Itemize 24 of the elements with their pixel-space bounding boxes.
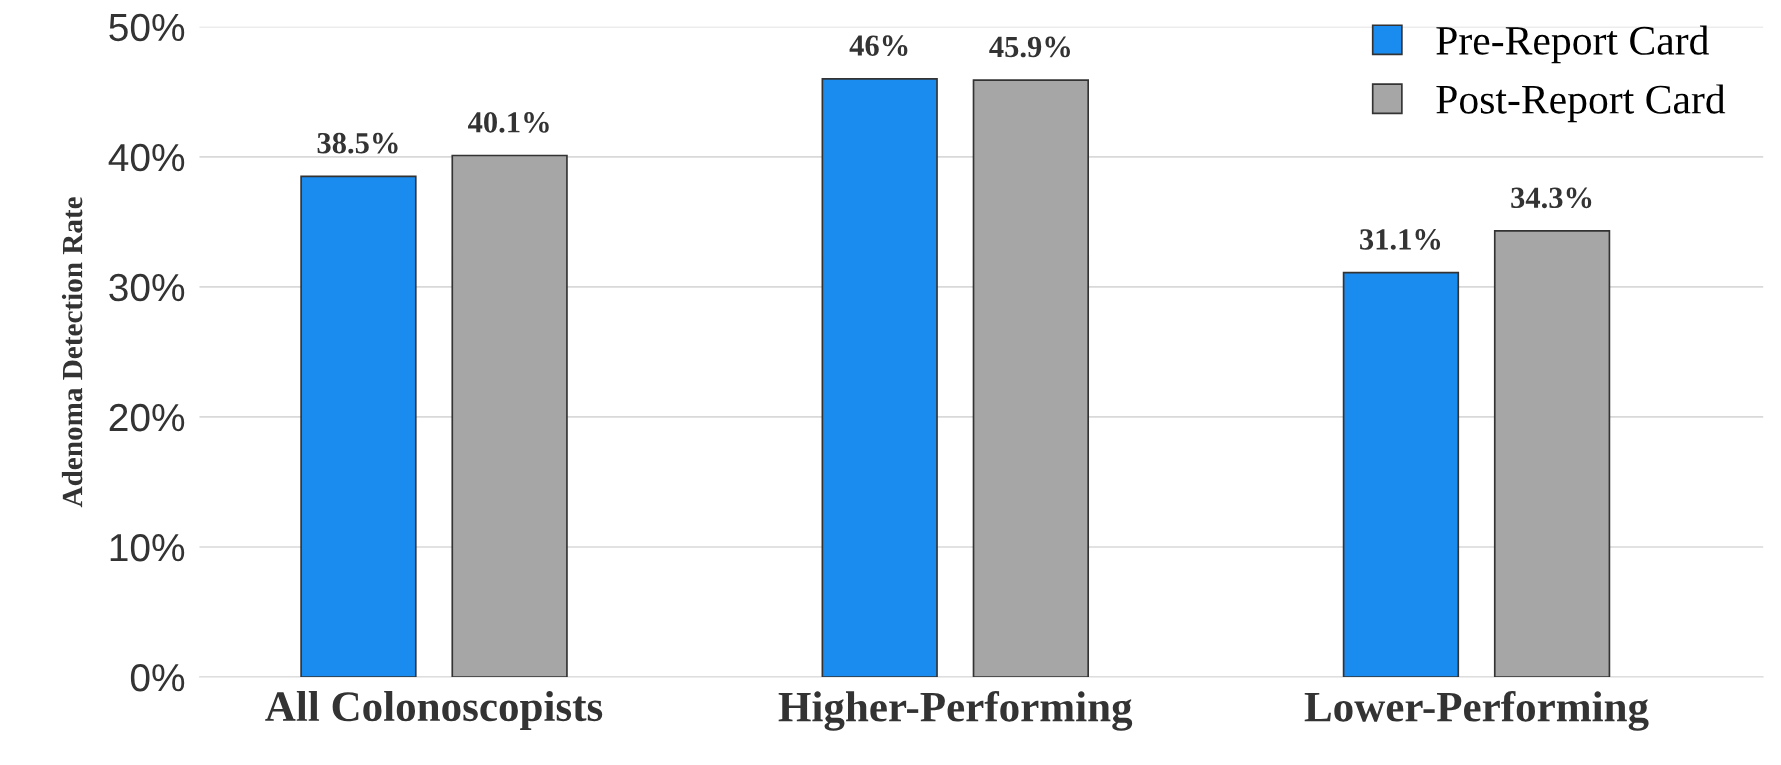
y-tick-label: 50% [109,13,185,42]
bar [821,77,938,678]
y-tick-label: 10% [110,533,185,562]
data-label: 34.3% [1511,187,1592,209]
data-label: 40.1% [468,112,549,133]
y-tick-label: 0% [130,663,185,692]
x-tick-label: Lower-Performing [1304,690,1649,731]
legend-label: Post-Report Card [1436,84,1726,123]
data-label: 38.5% [317,132,398,154]
y-axis-title: Adenoma Detection Rate [61,197,83,508]
data-label: 45.9% [989,36,1070,58]
x-tick-label: All Colonoscopists [265,690,603,730]
bar [1342,271,1460,678]
bar [972,79,1090,678]
legend-label: Pre-Report Card [1436,25,1709,64]
y-tick-label: 30% [109,273,185,302]
bar [451,154,568,678]
data-label: 46% [849,35,908,57]
bar [300,175,417,678]
y-tick-label: 40% [108,143,185,172]
x-tick-label: Higher-Performing [778,690,1133,731]
data-label: 31.1% [1360,229,1441,250]
bar [1493,230,1611,678]
y-tick-label: 20% [109,403,185,432]
